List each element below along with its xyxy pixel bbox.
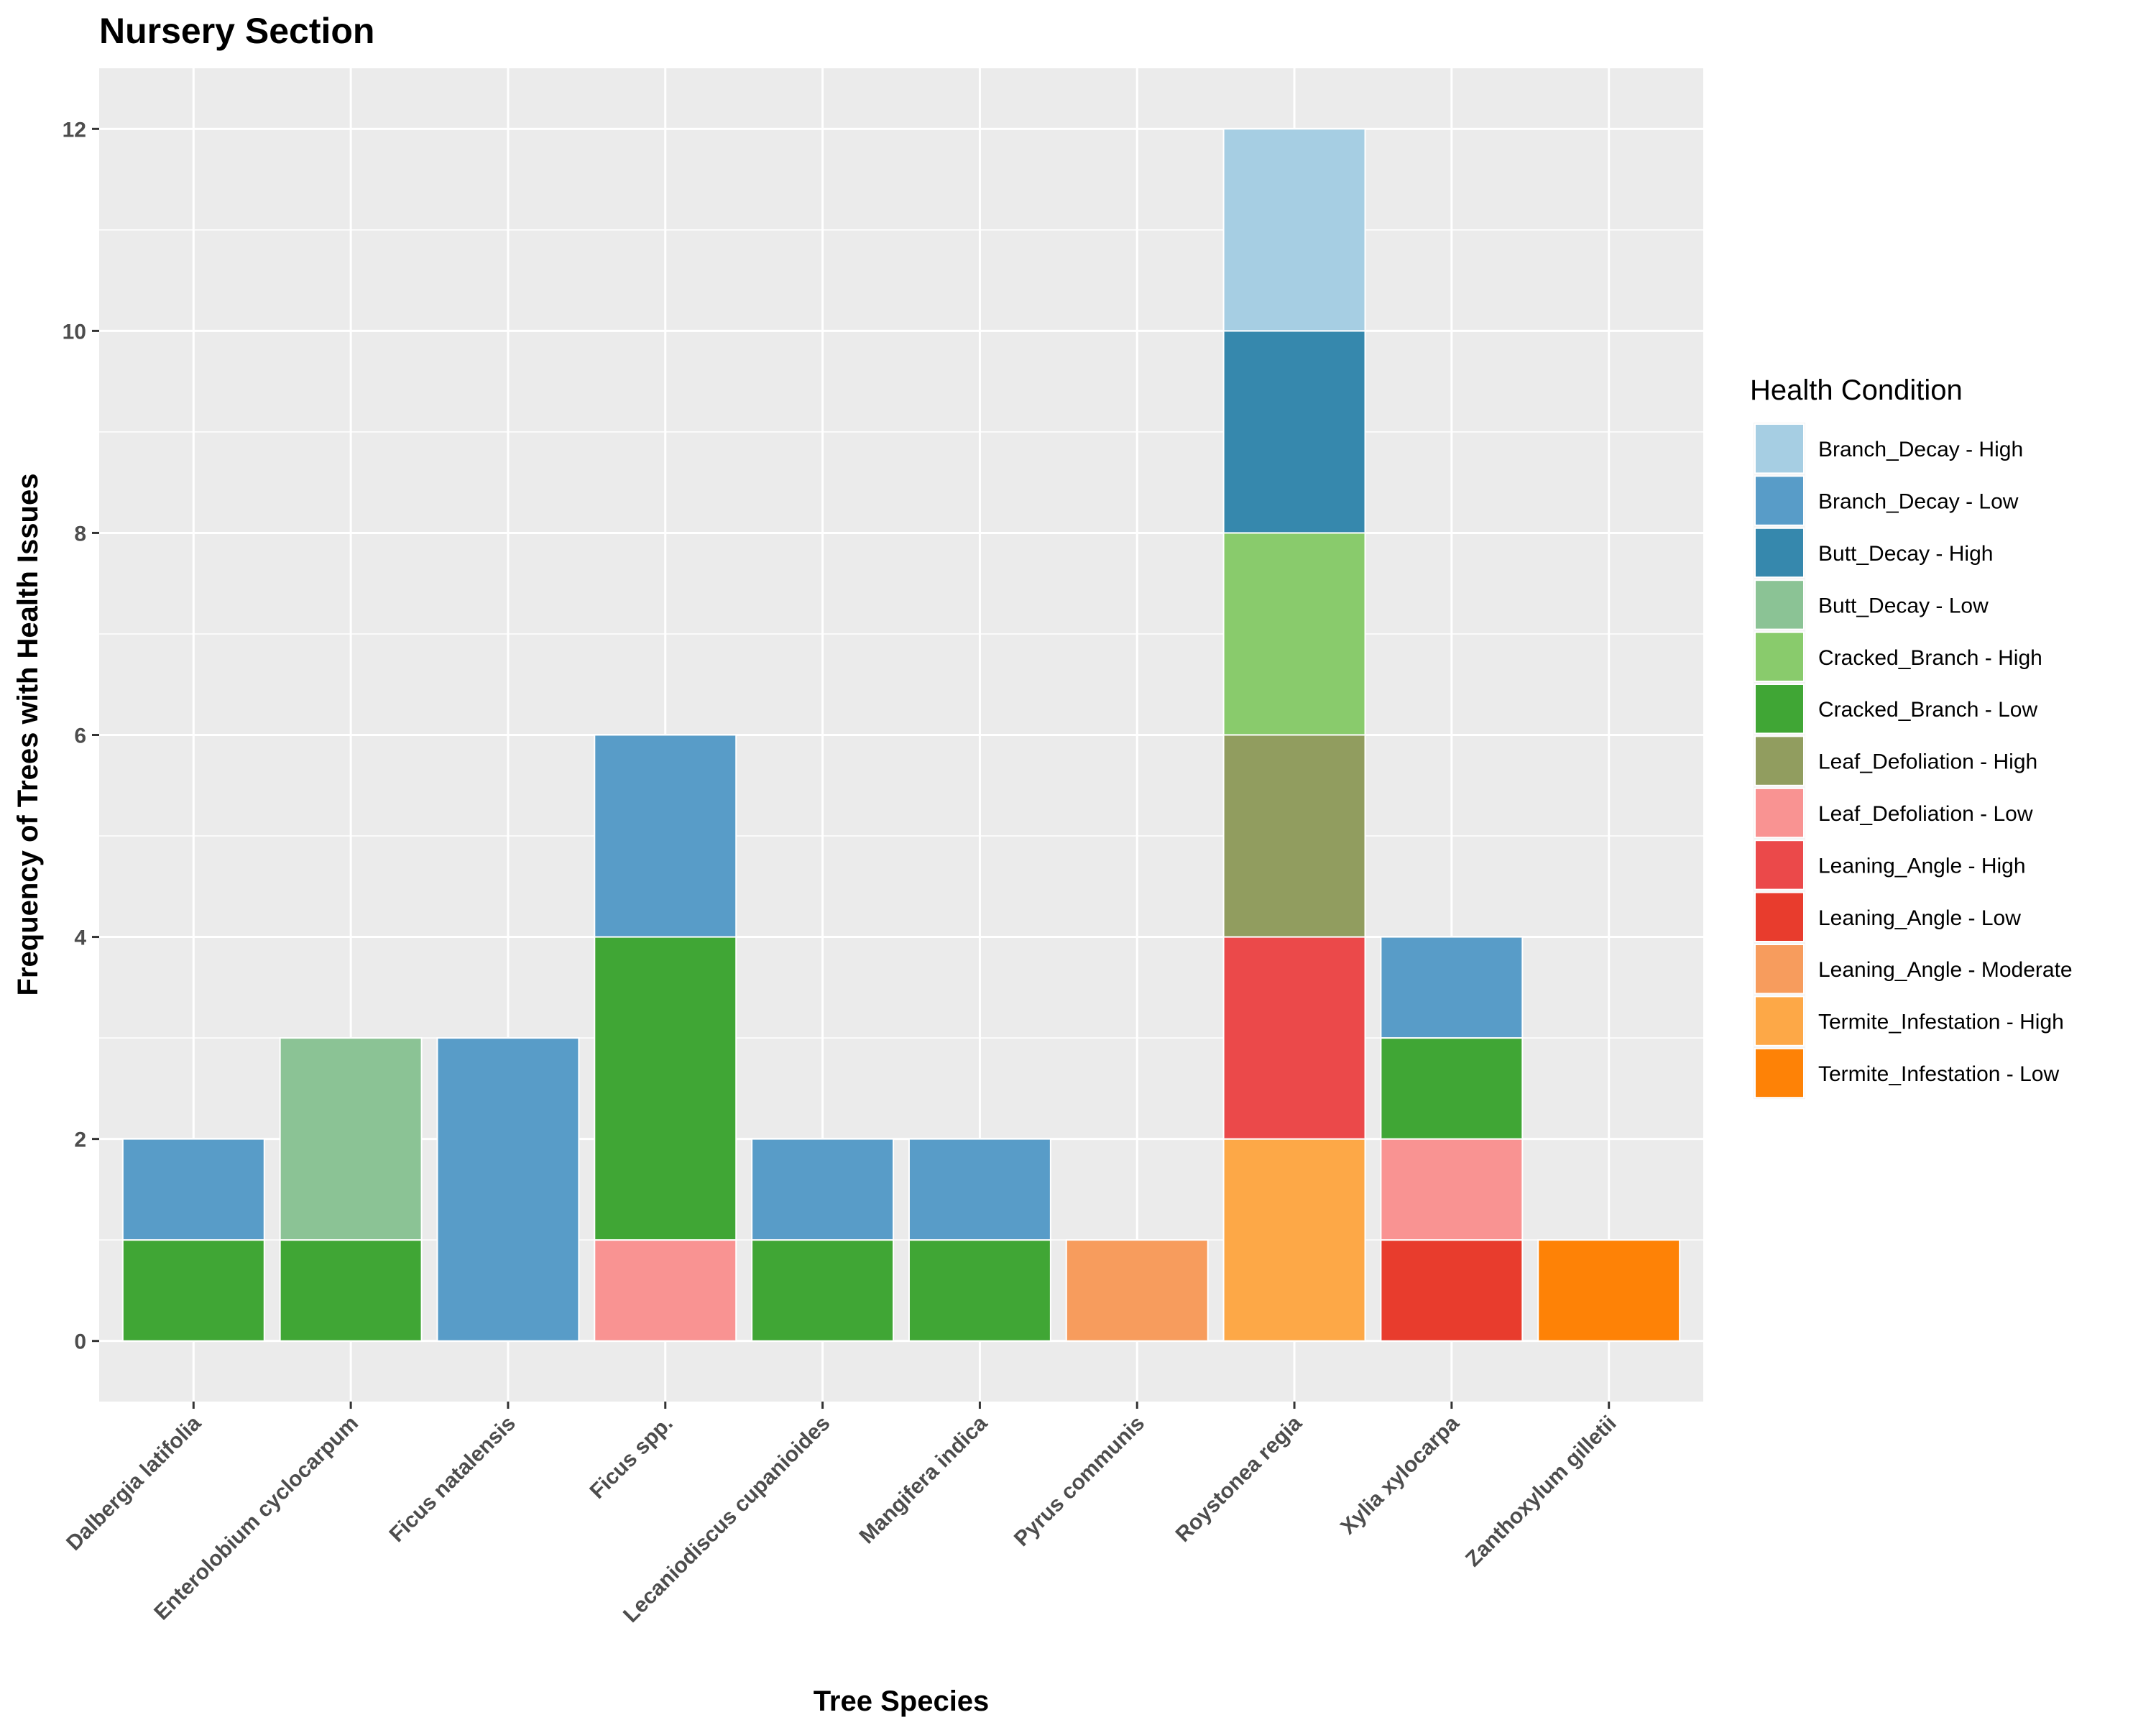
legend-swatch (1754, 684, 1805, 735)
y-axis: 0 2 4 6 8 10 12 (63, 118, 99, 1354)
bar-segment (121, 1239, 265, 1342)
legend-swatch (1754, 995, 1805, 1046)
bar-segment (1222, 330, 1366, 534)
legend-label: Leaf_Defoliation - Low (1818, 802, 2033, 826)
bar-segment (436, 1037, 580, 1342)
legend-swatch (1754, 579, 1805, 630)
legend-swatch (1754, 631, 1805, 682)
bar-segment (1065, 1239, 1209, 1342)
bar-segment (1222, 734, 1366, 938)
chart-title: Nursery Section (99, 11, 374, 51)
legend-swatch (1754, 475, 1805, 526)
bar-segment (1537, 1239, 1681, 1342)
legend-label: Branch_Decay - Low (1818, 490, 2019, 514)
bar-segment (1222, 128, 1366, 332)
legend-label: Butt_Decay - Low (1818, 594, 1989, 617)
bar-segment (1222, 936, 1366, 1140)
legend-swatch (1754, 423, 1805, 474)
legend-label: Leaf_Defoliation - High (1818, 750, 2037, 774)
bar-segment (594, 734, 737, 938)
legend-label: Butt_Decay - High (1818, 542, 1993, 566)
bar-segment (908, 1138, 1051, 1241)
y-axis-title: Frequency of Trees with Health Issues (12, 474, 44, 996)
y-tick-label: 12 (63, 118, 86, 142)
legend-swatch (1754, 891, 1805, 942)
legend-label: Cracked_Branch - High (1818, 646, 2042, 670)
y-tick-label: 0 (74, 1330, 86, 1354)
y-tick-label: 2 (74, 1128, 86, 1152)
bar-segment (594, 1239, 737, 1342)
legend-swatch (1754, 787, 1805, 839)
bar-segment (1380, 1239, 1524, 1342)
legend-label: Cracked_Branch - Low (1818, 698, 2037, 722)
bar-segment (751, 1138, 895, 1241)
bar-segment (908, 1239, 1051, 1342)
y-tick-label: 4 (74, 926, 86, 950)
bar-segment (279, 1239, 423, 1342)
legend-swatch (1754, 527, 1805, 579)
bar-segment (1222, 1138, 1366, 1342)
bar-segment (751, 1239, 895, 1342)
y-tick-label: 8 (74, 522, 86, 546)
legend-swatch (1754, 735, 1805, 786)
legend-label: Termite_Infestation - Low (1818, 1062, 2059, 1086)
bar-segment (279, 1037, 423, 1241)
bar-segment (594, 936, 737, 1241)
legend-swatch (1754, 840, 1805, 891)
bar-segment (121, 1138, 265, 1241)
y-tick-label: 10 (63, 320, 86, 344)
y-tick-label: 6 (74, 724, 86, 748)
legend-label: Branch_Decay - High (1818, 438, 2023, 461)
bar-segment (1222, 532, 1366, 736)
legend-swatch (1754, 1047, 1805, 1099)
bar-stack-group (121, 128, 1681, 1342)
legend-label: Leaning_Angle - Low (1818, 906, 2021, 930)
legend: Health Condition Branch_Decay - High Bran… (1750, 374, 2073, 1100)
legend-label: Leaning_Angle - High (1818, 854, 2026, 878)
legend-title: Health Condition (1750, 374, 1963, 406)
legend-label: Leaning_Angle - Moderate (1818, 958, 2073, 982)
x-axis-title: Tree Species (814, 1685, 990, 1717)
bar-segment (1380, 1138, 1524, 1241)
legend-label: Termite_Infestation - High (1818, 1011, 2064, 1034)
bar-segment (1380, 1037, 1524, 1140)
legend-swatch (1754, 944, 1805, 995)
bar-segment (1380, 936, 1524, 1039)
